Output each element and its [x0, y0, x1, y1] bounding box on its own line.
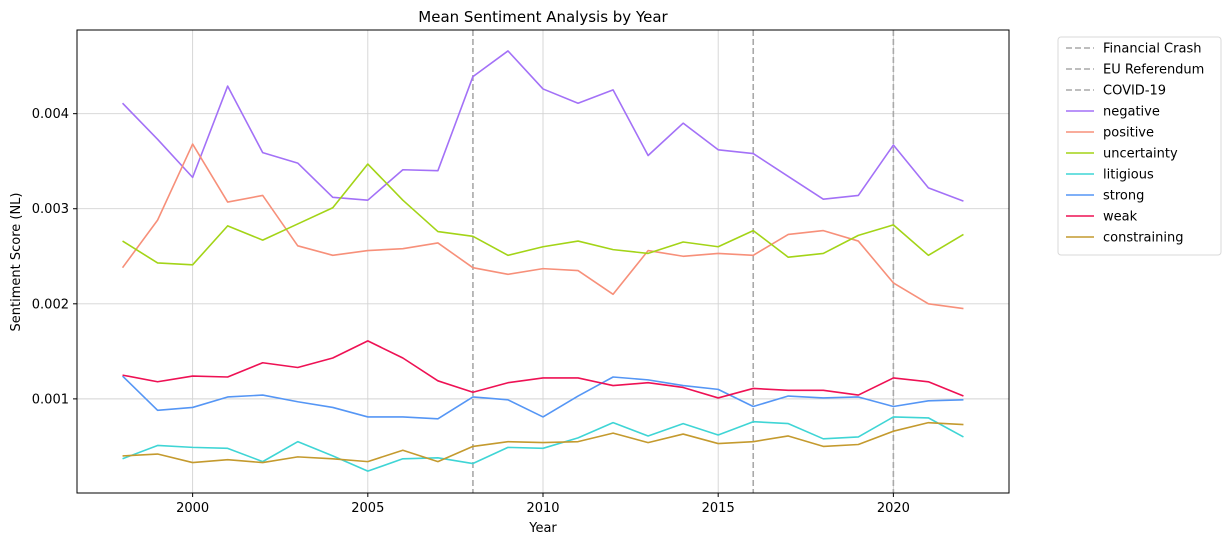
y-tick-label: 0.001	[32, 392, 69, 407]
legend-label: strong	[1103, 189, 1144, 204]
legend-label: negative	[1103, 105, 1160, 120]
x-tick-label: 2005	[351, 501, 384, 516]
grid-layer	[77, 30, 1009, 493]
event-lines	[472, 30, 895, 493]
series-line-weak	[122, 340, 964, 399]
legend-box	[1057, 36, 1222, 256]
series-line-litigious	[122, 416, 964, 472]
y-tick-label: 0.003	[32, 202, 69, 217]
y-tick-label: 0.004	[32, 107, 69, 122]
x-tick-label: 2000	[176, 501, 209, 516]
legend-label: Financial Crash	[1103, 42, 1201, 57]
x-axis: 2000 2005 2010 2015 2020	[176, 493, 910, 516]
legend-label: uncertainty	[1103, 147, 1178, 162]
series-line-positive	[121, 143, 964, 310]
y-tick-label: 0.002	[32, 297, 69, 312]
series-line-uncertainty	[122, 163, 964, 266]
legend-label: positive	[1103, 126, 1154, 141]
x-tick-label: 2010	[526, 501, 559, 516]
legend-label: COVID-19	[1103, 84, 1166, 99]
legend-label: litigious	[1103, 168, 1154, 183]
y-axis: 0.001 0.002 0.003 0.004	[32, 107, 77, 407]
x-tick-label: 2020	[877, 501, 910, 516]
legend-label: constraining	[1103, 231, 1183, 246]
series-lines	[121, 50, 964, 472]
y-axis-title: Sentiment Score (NL)	[9, 193, 24, 332]
chart-title: Mean Sentiment Analysis by Year	[418, 8, 668, 26]
series-line-strong	[121, 375, 964, 420]
x-axis-title: Year	[528, 521, 557, 536]
legend: Financial Crash EU Referendum COVID-19 nega…	[1057, 36, 1222, 256]
legend-label: EU Referendum	[1103, 63, 1204, 78]
series-line-negative	[121, 50, 964, 202]
legend-label: weak	[1103, 210, 1138, 225]
series-line-constraining	[122, 421, 964, 464]
x-tick-label: 2015	[702, 501, 735, 516]
